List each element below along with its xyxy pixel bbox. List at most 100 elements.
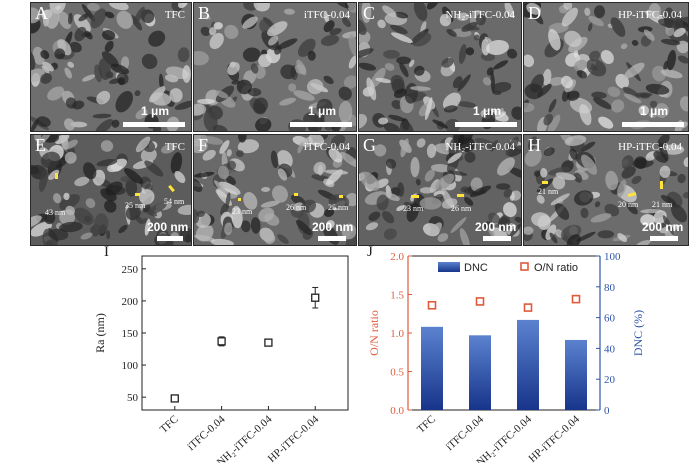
texture-blob	[74, 207, 94, 225]
texture-blob	[200, 26, 211, 37]
texture-blob	[659, 165, 671, 178]
legend-label-on: O/N ratio	[534, 262, 578, 274]
texture-blob	[359, 17, 367, 36]
left-tick-label: 2.0	[390, 251, 404, 263]
texture-blob	[85, 198, 96, 208]
texture-blob	[486, 39, 509, 56]
texture-blob	[226, 160, 237, 171]
texture-blob	[197, 98, 215, 105]
texture-blob	[359, 31, 371, 45]
texture-blob	[542, 68, 552, 86]
texture-blob	[361, 3, 372, 23]
texture-blob	[605, 170, 619, 191]
texture-blob	[93, 213, 109, 234]
texture-blob	[141, 218, 148, 224]
texture-blob	[73, 14, 91, 33]
texture-blob	[44, 212, 56, 225]
texture-blob	[548, 28, 561, 51]
texture-blob	[410, 86, 431, 91]
texture-blob	[580, 207, 589, 219]
texture-blob	[240, 220, 251, 233]
texture-blob	[341, 223, 356, 240]
texture-blob	[645, 83, 670, 95]
sem-panel-b: B iTFC-0.04 1 μm	[193, 2, 357, 132]
texture-blob	[419, 197, 442, 210]
texture-blob	[487, 212, 501, 224]
thickness-marker	[457, 194, 464, 197]
panel-label: D	[528, 3, 541, 23]
texture-blob	[242, 47, 261, 62]
texture-blob	[120, 176, 132, 183]
texture-blob	[194, 103, 207, 116]
texture-blob	[550, 193, 570, 206]
texture-blob	[554, 202, 570, 221]
texture-blob	[253, 97, 269, 114]
texture-blob	[503, 202, 517, 218]
data-point	[217, 337, 226, 346]
texture-blob	[634, 156, 647, 170]
texture-blob	[631, 175, 642, 185]
texture-blob	[323, 75, 334, 85]
texture-blob	[31, 7, 41, 24]
texture-blob	[368, 211, 381, 222]
right-tick-label: 60	[604, 313, 616, 325]
chart-label-i: I	[104, 244, 109, 260]
texture-blob	[573, 172, 583, 183]
texture-blob	[375, 77, 392, 84]
data-point	[311, 293, 320, 302]
thickness-marker	[339, 195, 343, 198]
texture-blob	[524, 226, 534, 235]
texture-blob	[47, 86, 65, 101]
texture-blob	[581, 154, 598, 175]
sem-panel-d: D HP-iTFC-0.04 1 μm	[523, 2, 689, 132]
texture-blob	[533, 170, 541, 177]
texture-blob	[600, 49, 614, 65]
texture-blob	[72, 100, 85, 110]
texture-blob	[536, 178, 554, 193]
panel-label: E	[35, 135, 46, 155]
texture-blob	[658, 222, 666, 229]
texture-blob	[504, 3, 514, 18]
texture-blob	[276, 150, 293, 169]
on-ratio-point	[427, 300, 437, 310]
texture-blob	[38, 169, 49, 192]
texture-blob	[593, 5, 606, 19]
texture-blob	[218, 181, 241, 195]
texture-blob	[288, 83, 297, 92]
texture-blob	[217, 165, 230, 180]
texture-blob	[236, 150, 244, 158]
texture-blob	[473, 34, 480, 41]
texture-blob	[410, 157, 420, 178]
texture-blob	[482, 77, 492, 86]
sample-name: iTFC-0.04	[303, 141, 350, 153]
x-tick-label: iTFC-0.04	[444, 413, 487, 453]
dnc-bar	[565, 339, 587, 410]
texture-blob	[587, 22, 593, 32]
texture-blob	[242, 16, 258, 29]
texture-blob	[548, 166, 570, 176]
texture-blob	[531, 212, 551, 227]
texture-blob	[447, 152, 462, 164]
texture-blob	[465, 25, 480, 31]
texture-blob	[382, 5, 397, 18]
texture-blob	[590, 213, 612, 223]
dnc-bar	[517, 319, 539, 410]
texture-blob	[36, 116, 51, 127]
texture-blob	[448, 138, 456, 158]
texture-blob	[48, 169, 60, 180]
texture-blob	[527, 136, 538, 150]
texture-blob	[660, 194, 677, 206]
thickness-marker	[238, 198, 241, 201]
texture-blob	[442, 92, 461, 110]
texture-blob	[657, 18, 681, 29]
texture-blob	[604, 203, 620, 217]
texture-blob	[470, 177, 483, 192]
texture-blob	[340, 151, 356, 168]
texture-blob	[617, 179, 627, 198]
texture-blob	[623, 93, 642, 104]
texture-blob	[677, 173, 686, 184]
texture-blob	[328, 148, 343, 163]
texture-blob	[385, 158, 397, 169]
texture-blob	[579, 104, 592, 126]
texture-blob	[258, 207, 275, 222]
